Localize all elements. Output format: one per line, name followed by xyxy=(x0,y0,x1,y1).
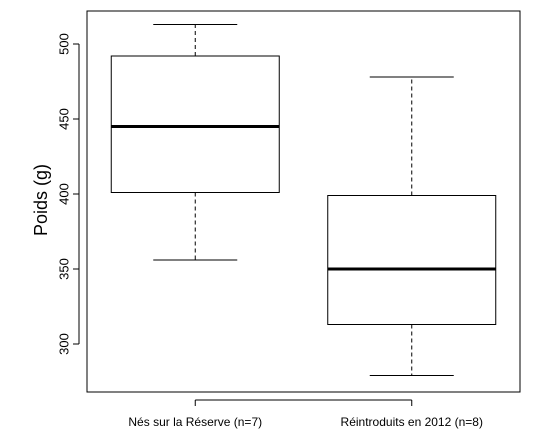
box-2 xyxy=(327,76,497,376)
y-tick-label: 450 xyxy=(56,108,71,130)
plot-frame xyxy=(86,10,521,393)
y-axis: 300 350 400 450 500 xyxy=(56,33,80,355)
y-tick-label: 400 xyxy=(56,183,71,205)
x-tick-label: Nés sur la Réserve (n=7) xyxy=(128,415,262,429)
y-tick-label: 350 xyxy=(56,258,71,280)
y-tick-label: 300 xyxy=(56,333,71,355)
x-tick-label: Réintroduits en 2012 (n=8) xyxy=(341,415,483,429)
boxes-layer xyxy=(110,24,497,376)
box-1 xyxy=(110,24,280,261)
y-tick-label: 500 xyxy=(56,33,71,55)
iqr-box xyxy=(110,55,280,193)
x-axis: Nés sur la Réserve (n=7) Réintroduits en … xyxy=(128,399,483,429)
y-axis-label: Poids (g) xyxy=(31,164,51,236)
iqr-box xyxy=(327,195,497,325)
